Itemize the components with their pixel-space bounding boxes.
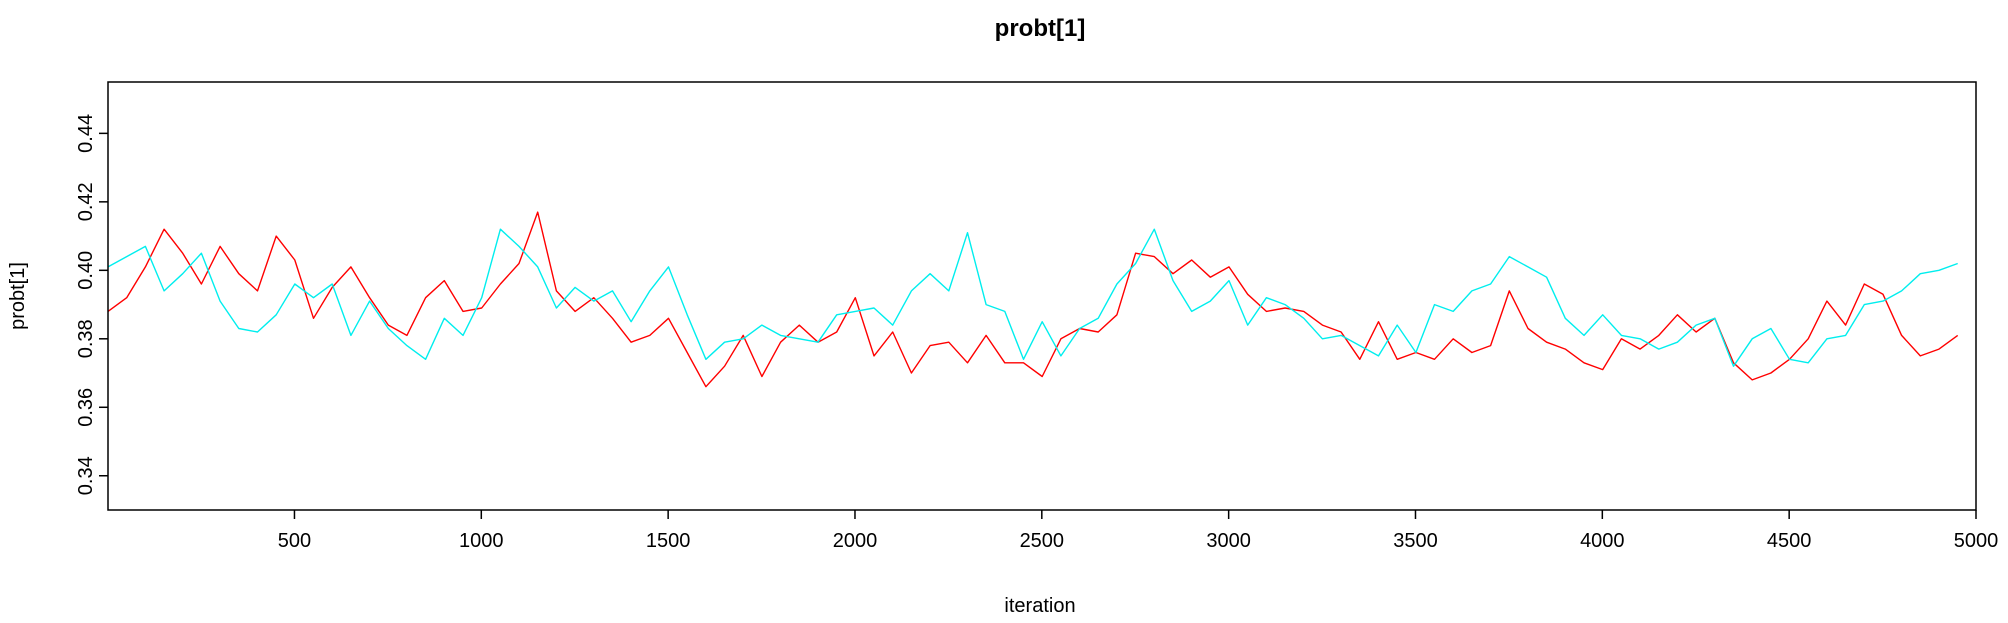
x-tick-label: 4000 bbox=[1580, 530, 1625, 552]
x-axis: 500 1000 1500 2000 2500 3000 3500 4000 4500 5000 bbox=[278, 510, 1998, 552]
x-tick-label: 3000 bbox=[1206, 530, 1251, 552]
series-layer bbox=[107, 211, 1959, 388]
x-axis-label: iteration bbox=[1004, 595, 1075, 617]
x-tick-label: 5000 bbox=[1954, 530, 1999, 552]
y-axis: 0.34 0.36 0.38 0.40 0.42 0.44 bbox=[75, 114, 108, 495]
x-tick-label: 3500 bbox=[1393, 530, 1438, 552]
y-tick-label: 0.42 bbox=[75, 182, 97, 221]
y-tick-label: 0.36 bbox=[75, 388, 97, 427]
y-tick-label: 0.40 bbox=[75, 251, 97, 290]
y-tick-label: 0.44 bbox=[75, 114, 97, 153]
x-tick-label: 2000 bbox=[833, 530, 878, 552]
y-tick-label: 0.34 bbox=[75, 456, 97, 495]
series-line-2 bbox=[107, 228, 1958, 367]
series-line-1 bbox=[107, 211, 1959, 388]
x-tick-label: 2500 bbox=[1020, 530, 1065, 552]
y-axis-label: probt[1] bbox=[7, 262, 29, 330]
x-tick-label: 500 bbox=[278, 530, 311, 552]
plot-frame bbox=[107, 81, 1977, 511]
x-tick-label: 4500 bbox=[1767, 530, 1812, 552]
chart-title: probt[1] bbox=[995, 15, 1086, 42]
x-tick-label: 1500 bbox=[646, 530, 691, 552]
x-tick-label: 1000 bbox=[459, 530, 504, 552]
y-tick-label: 0.38 bbox=[75, 319, 97, 358]
